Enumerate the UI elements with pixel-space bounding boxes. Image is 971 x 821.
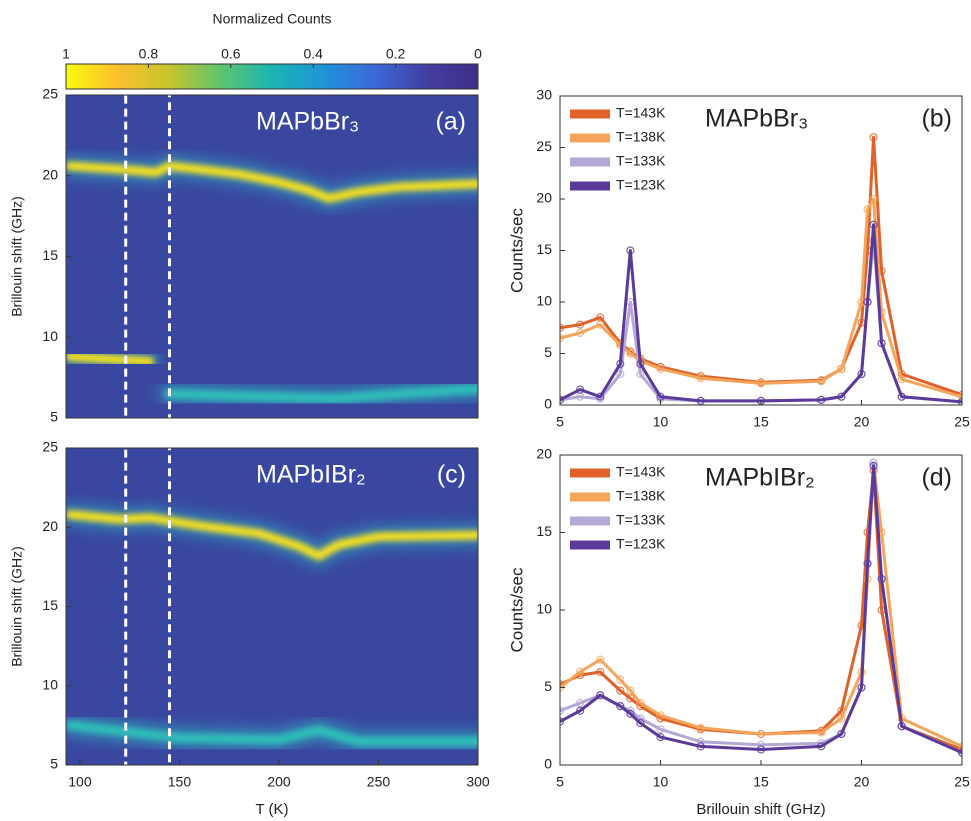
x-tick-label: 15 — [753, 414, 769, 430]
x-tick-label: 250 — [367, 774, 391, 790]
y-tick-label: 0 — [544, 396, 552, 412]
data-point — [616, 701, 625, 711]
annotation: MAPbIBr₂ — [705, 464, 815, 492]
legend-label: T=123K — [616, 177, 666, 193]
series-line — [560, 461, 962, 748]
y-tick-label: 5 — [50, 409, 58, 425]
data-point — [560, 395, 565, 404]
y-tick-label: 10 — [536, 293, 552, 309]
y-tick-label: 15 — [536, 523, 552, 539]
y-axis-label: Counts/sec — [507, 567, 526, 653]
y-axis-label: Brillouin shift (GHz) — [9, 196, 25, 317]
y-tick-label: 25 — [42, 86, 58, 102]
x-tick-label: 5 — [556, 414, 564, 430]
x-tick-label: 150 — [168, 774, 192, 790]
y-tick-label: 20 — [536, 190, 552, 206]
x-tick-label: 20 — [854, 414, 870, 430]
y-axis-label: Brillouin shift (GHz) — [9, 546, 25, 667]
panel-label: (b) — [921, 105, 952, 133]
x-tick-label: 20 — [854, 774, 870, 790]
y-tick-label: 25 — [536, 138, 552, 154]
colorbar-tick-label: 0.8 — [139, 46, 159, 62]
data-point — [626, 709, 635, 718]
x-tick-label: 15 — [753, 774, 769, 790]
colorbar-tick-label: 0 — [474, 46, 482, 62]
data-point — [636, 719, 645, 728]
data-point — [616, 675, 625, 684]
x-tick-label: 200 — [267, 774, 291, 790]
data-point — [626, 694, 635, 703]
y-tick-label: 25 — [42, 439, 58, 455]
legend-label: T=143K — [616, 105, 666, 121]
y-tick-label: 10 — [42, 328, 58, 344]
ridge — [66, 720, 478, 746]
y-tick-label: 0 — [544, 756, 552, 772]
heatmap-background — [66, 448, 478, 765]
y-tick-label: 15 — [42, 597, 58, 613]
ridge — [66, 161, 478, 204]
y-tick-label: 20 — [42, 166, 58, 182]
y-tick-label: 5 — [544, 678, 552, 694]
data-point — [575, 667, 585, 677]
plot-area — [66, 448, 478, 765]
y-tick-label: 20 — [536, 446, 552, 462]
annotation: MAPbBr₃ — [705, 105, 808, 133]
legend-label: T=133K — [616, 153, 666, 169]
x-tick-label: 10 — [653, 774, 669, 790]
colorbar — [65, 63, 479, 90]
panel-label: (a) — [435, 108, 466, 136]
legend-label: T=133K — [616, 512, 666, 528]
data-point — [626, 686, 635, 695]
data-point — [575, 706, 585, 715]
legend-label: T=143K — [616, 464, 666, 480]
data-point — [636, 698, 645, 708]
y-axis-label: Counts/sec — [507, 207, 526, 293]
x-tick-label: 100 — [68, 774, 92, 790]
ridge — [164, 384, 478, 404]
series-line — [560, 464, 962, 754]
data-point — [596, 691, 605, 700]
plot-area — [560, 458, 962, 757]
colorbar-tick-label: 0.2 — [386, 46, 406, 62]
legend-label: T=138K — [616, 129, 666, 145]
data-point — [560, 717, 565, 726]
x-tick-label: 300 — [466, 774, 490, 790]
annotation: MAPbBr₃ — [256, 108, 359, 136]
y-tick-label: 30 — [536, 87, 552, 103]
x-axis-label: Brillouin shift (GHz) — [696, 801, 825, 818]
legend-label: T=138K — [616, 488, 666, 504]
ridge — [66, 352, 155, 366]
highlight-box — [124, 92, 171, 421]
y-tick-label: 10 — [42, 676, 58, 692]
y-tick-label: 20 — [42, 518, 58, 534]
data-point — [626, 349, 635, 358]
plot-area — [560, 133, 962, 405]
annotation: MAPbIBr₂ — [256, 461, 366, 489]
colorbar-tick-label: 1 — [62, 46, 70, 62]
data-point — [596, 655, 605, 664]
colorbar-tick-label: 0.6 — [221, 46, 241, 62]
data-point — [616, 686, 625, 695]
series-line — [560, 197, 962, 399]
ridge — [66, 510, 478, 561]
x-tick-label: 25 — [954, 414, 970, 430]
panel-label: (c) — [437, 461, 466, 489]
colorbar-title: Normalized Counts — [212, 11, 331, 27]
x-tick-label: 25 — [954, 774, 970, 790]
legend-label: T=123K — [616, 536, 666, 552]
x-axis-label: T (K) — [255, 801, 288, 818]
x-tick-label: 5 — [556, 774, 564, 790]
highlight-box — [124, 445, 171, 768]
y-tick-label: 15 — [42, 247, 58, 263]
plot-area — [66, 95, 478, 418]
y-tick-label: 5 — [50, 756, 58, 772]
colorbar-tick-label: 0.4 — [303, 46, 323, 62]
y-tick-label: 10 — [536, 601, 552, 617]
y-tick-label: 5 — [544, 344, 552, 360]
panel-label: (d) — [921, 464, 952, 492]
x-tick-label: 10 — [653, 414, 669, 430]
y-tick-label: 15 — [536, 241, 552, 257]
